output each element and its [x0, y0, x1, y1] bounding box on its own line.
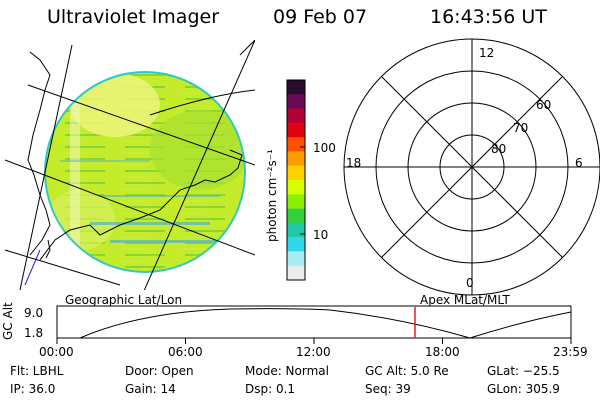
info-gc-altitude: GC Alt: 5.0 Re: [365, 364, 449, 378]
lat-lon-grid: [4, 40, 255, 290]
colorbar-segment: [287, 180, 305, 195]
colorbar-segment: [287, 122, 305, 138]
altitude-xtick-0: 00:00: [39, 345, 74, 359]
mlat-label-80: 80: [491, 142, 507, 156]
info-dsp: Dsp: 0.1: [245, 382, 296, 396]
colorbar-segment: [287, 137, 305, 152]
caption-apex: Apex MLat/MLT: [420, 293, 510, 307]
altitude-ytick-bottom: 1.8: [24, 326, 44, 340]
mlt-label-left: 18: [346, 156, 362, 170]
coastlines: [27, 51, 243, 261]
info-mode: Mode: Normal: [245, 364, 329, 378]
info-filter: Flt: LBHL: [10, 364, 64, 378]
instrument-title: Ultraviolet Imager: [47, 6, 220, 28]
mlt-label-right: 6: [575, 156, 583, 170]
mlat-label-70: 70: [513, 121, 529, 135]
colorbar-segment: [287, 265, 305, 281]
colorbar-segment: [287, 208, 305, 224]
image-date: 09 Feb 07: [273, 6, 368, 28]
altitude-plot: [56, 305, 572, 344]
altitude-xtick-2: 12:00: [296, 345, 331, 359]
colorbar-segment: [287, 94, 305, 110]
info-door: Door: Open: [125, 364, 194, 378]
colorbar-unit-label: photon cm⁻²s⁻¹: [265, 149, 279, 242]
altitude-ytick-top: 9.0: [24, 306, 44, 320]
colorbar-segment: [287, 108, 305, 124]
altitude-xtick-4: 23:59: [553, 345, 588, 359]
uv-globe-image: [44, 71, 246, 273]
mlt-label-bottom: 0: [466, 276, 474, 290]
altitude-xtick-1: 06:00: [168, 345, 203, 359]
altitude-ylabel: GC Alt: [1, 302, 15, 340]
caption-geographic: Geographic Lat/Lon: [65, 293, 183, 307]
mlt-label-top: 12: [479, 46, 495, 60]
colorbar-tick-100: 100: [313, 141, 336, 155]
colorbar-segment: [287, 165, 305, 181]
image-time: 16:43:56 UT: [430, 6, 547, 28]
info-sequence: Seq: 39: [365, 382, 411, 396]
colorbar-segment: [287, 80, 305, 95]
colorbar-segment: [287, 151, 305, 167]
color-scale-bar: [286, 79, 306, 281]
colorbar-tick-10: 10: [313, 228, 329, 242]
info-glat: GLat: −25.5: [487, 364, 560, 378]
mlat-label-60: 60: [536, 98, 552, 112]
altitude-xtick-3: 18:00: [425, 345, 460, 359]
info-gain: Gain: 14: [125, 382, 176, 396]
colorbar-border: [286, 79, 306, 281]
colorbar-segment: [287, 222, 305, 238]
colorbar-segment: [287, 194, 305, 210]
info-ip: IP: 36.0: [10, 382, 56, 396]
colorbar-segment: [287, 237, 305, 252]
info-glon: GLon: 305.9: [487, 382, 560, 396]
polar-mlt-grid: [343, 38, 600, 296]
colorbar-segment: [287, 251, 305, 267]
altitude-curve: [79, 308, 572, 339]
